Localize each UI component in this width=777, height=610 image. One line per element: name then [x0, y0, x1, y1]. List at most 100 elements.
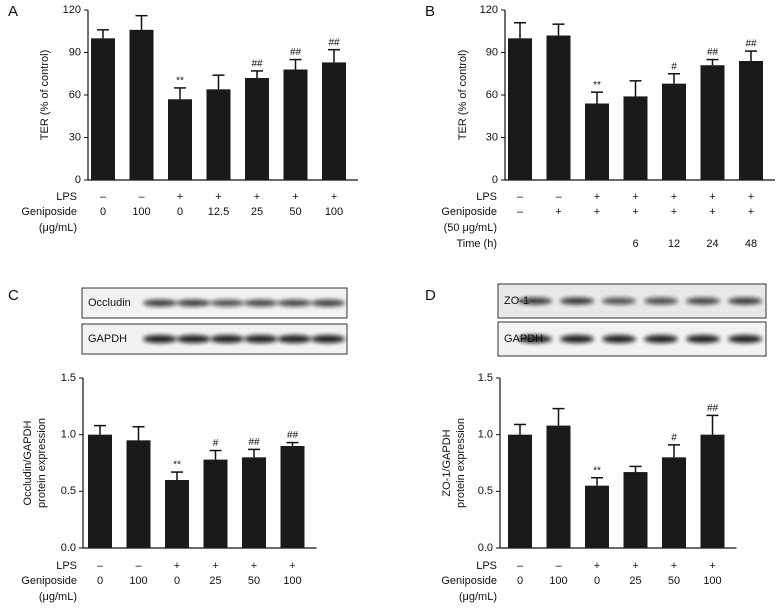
row-cell: + [177, 191, 183, 203]
row-label: (μg/mL) [39, 591, 77, 603]
blot-band [728, 335, 762, 343]
row-label: LPS [56, 560, 77, 572]
row-cell: + [212, 560, 218, 572]
bar [129, 29, 154, 181]
significance-label: ** [173, 460, 181, 471]
blot-band [602, 335, 636, 343]
significance-label: ** [176, 76, 184, 87]
bar [585, 103, 609, 180]
blot-band [143, 299, 177, 307]
row-cell: 12.5 [208, 206, 229, 218]
row-cell: – [517, 191, 524, 203]
row-cell: + [174, 560, 180, 572]
row-cell: + [709, 206, 715, 218]
blot-band [210, 335, 245, 343]
bar [91, 38, 115, 181]
row-label: (50 μg/mL) [444, 222, 497, 234]
y-tick-label: 30 [69, 131, 81, 143]
row-cell: 0 [174, 575, 180, 587]
significance-label: ## [287, 430, 299, 441]
row-cell: + [748, 191, 754, 203]
row-cell: 48 [745, 238, 757, 250]
blot-band [518, 297, 552, 305]
bar [700, 434, 725, 548]
y-tick-label: 0.5 [478, 485, 493, 497]
bar [88, 434, 112, 548]
y-tick-label: 60 [486, 89, 498, 101]
blot-band [176, 335, 211, 343]
row-cell: 0 [594, 575, 600, 587]
y-tick-label: 0.0 [61, 542, 76, 554]
row-cell: 24 [706, 238, 718, 250]
blot-band [243, 335, 278, 343]
row-cell: 25 [629, 575, 641, 587]
row-cell: 0 [517, 575, 523, 587]
bar [700, 65, 725, 180]
y-tick-label: 1.0 [61, 429, 76, 441]
row-label: Geniposide [21, 206, 77, 218]
bar [126, 440, 151, 548]
blot-label: Occludin [88, 297, 131, 309]
row-cell: + [594, 191, 600, 203]
row-cell: + [671, 191, 677, 203]
significance-label: ** [593, 465, 601, 476]
blot-label: GAPDH [504, 333, 543, 345]
row-cell: 0 [97, 575, 103, 587]
bar [165, 480, 189, 548]
blot-band [560, 297, 594, 305]
row-cell: + [709, 560, 715, 572]
blot-band [644, 297, 678, 305]
significance-label: ## [248, 437, 260, 448]
row-label: LPS [476, 560, 497, 572]
y-tick-label: 120 [63, 4, 81, 16]
blot-label: ZO-1 [504, 295, 529, 307]
row-cell: 100 [132, 206, 150, 218]
row-cell: – [97, 560, 104, 572]
bar [623, 472, 648, 548]
significance-label: ## [707, 403, 719, 414]
blot-band [311, 335, 345, 343]
y-tick-label: 1.0 [478, 429, 493, 441]
y-axis-label: protein expression [455, 418, 467, 508]
row-label: Geniposide [441, 575, 497, 587]
row-cell: 0 [177, 206, 183, 218]
bar [508, 38, 532, 181]
row-cell: 50 [248, 575, 260, 587]
row-label: Geniposide [21, 575, 77, 587]
row-cell: – [135, 560, 142, 572]
panel-label: A [8, 3, 18, 20]
y-tick-label: 120 [480, 4, 498, 16]
y-tick-label: 0 [492, 174, 498, 186]
significance-label: # [213, 438, 219, 449]
y-tick-label: 1.5 [61, 372, 76, 384]
row-cell: – [555, 191, 562, 203]
significance-label: ## [290, 47, 302, 58]
blot-band [277, 299, 312, 307]
row-cell: – [138, 191, 145, 203]
bar [322, 62, 346, 180]
row-cell: + [215, 191, 221, 203]
row-cell: + [632, 560, 638, 572]
row-cell: 25 [251, 206, 263, 218]
bar [280, 446, 305, 548]
row-cell: + [632, 191, 638, 203]
bar [546, 425, 571, 548]
significance-label: ** [593, 80, 601, 91]
blot-band [644, 335, 678, 343]
significance-label: ## [251, 59, 263, 70]
row-cell: 25 [209, 575, 221, 587]
y-tick-label: 0.0 [478, 542, 493, 554]
row-label: Time (h) [456, 238, 497, 250]
row-cell: + [632, 206, 638, 218]
row-cell: + [555, 206, 561, 218]
row-label: Geniposide [441, 206, 497, 218]
row-cell: + [748, 206, 754, 218]
bar [508, 434, 532, 548]
blot-band [277, 335, 312, 343]
row-cell: 100 [549, 575, 567, 587]
panel-label: C [8, 287, 19, 304]
bar [283, 69, 308, 180]
row-cell: 6 [632, 238, 638, 250]
row-cell: + [251, 560, 257, 572]
